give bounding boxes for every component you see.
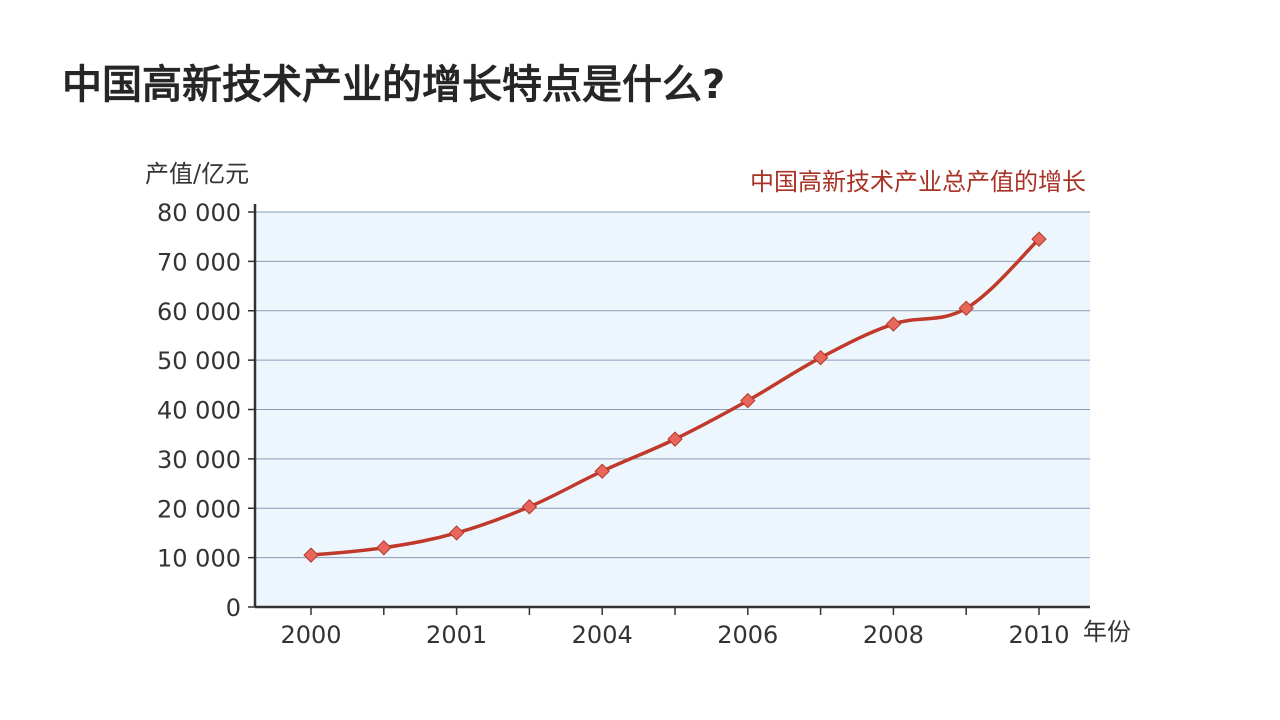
data-point-marker [958,300,974,316]
x-tick-label: 2006 [717,621,778,649]
data-point-marker [448,525,465,541]
y-tick-label: 0 [226,594,241,622]
y-tick-label: 30 000 [157,446,241,474]
y-tick-label: 60 000 [157,298,241,326]
y-tick-label: 70 000 [157,248,241,276]
x-tick-label: 2004 [572,621,633,649]
x-tick-label: 2010 [1008,621,1069,649]
data-point-marker [740,392,756,409]
data-point-marker [303,547,319,563]
x-tick-label: 2008 [863,621,924,649]
y-axis-label: 产值/亿元 [145,160,249,188]
y-tick-label: 40 000 [157,397,241,425]
data-point-marker [1031,231,1047,247]
data-point-marker [812,349,829,366]
chart-title: 中国高新技术产业总产值的增长 [750,168,1086,196]
x-axis-label: 年份 [1083,618,1131,646]
y-axis: 0 10 000 20 000 30 000 40 000 50 000 60 000 70 … [157,199,257,622]
page-title: 中国高新技术产业的增长特点是什么? [62,62,726,108]
x-tick-label: 2000 [280,621,341,649]
y-tick-label: 50 000 [157,347,241,375]
data-point-marker [521,499,538,515]
y-tick-label: 80 000 [157,199,241,227]
gridlines [255,211,1090,559]
series-line-group [303,231,1047,563]
data-point-marker [667,431,683,447]
data-point-marker [885,316,902,332]
data-point-marker [594,463,610,479]
x-axis: 2000 2001 2004 2006 2008 2010 [255,605,1090,649]
x-tick-label: 2001 [426,621,487,649]
y-tick-label: 20 000 [157,495,241,523]
y-tick-label: 10 000 [157,545,241,573]
data-point-marker [376,540,392,556]
